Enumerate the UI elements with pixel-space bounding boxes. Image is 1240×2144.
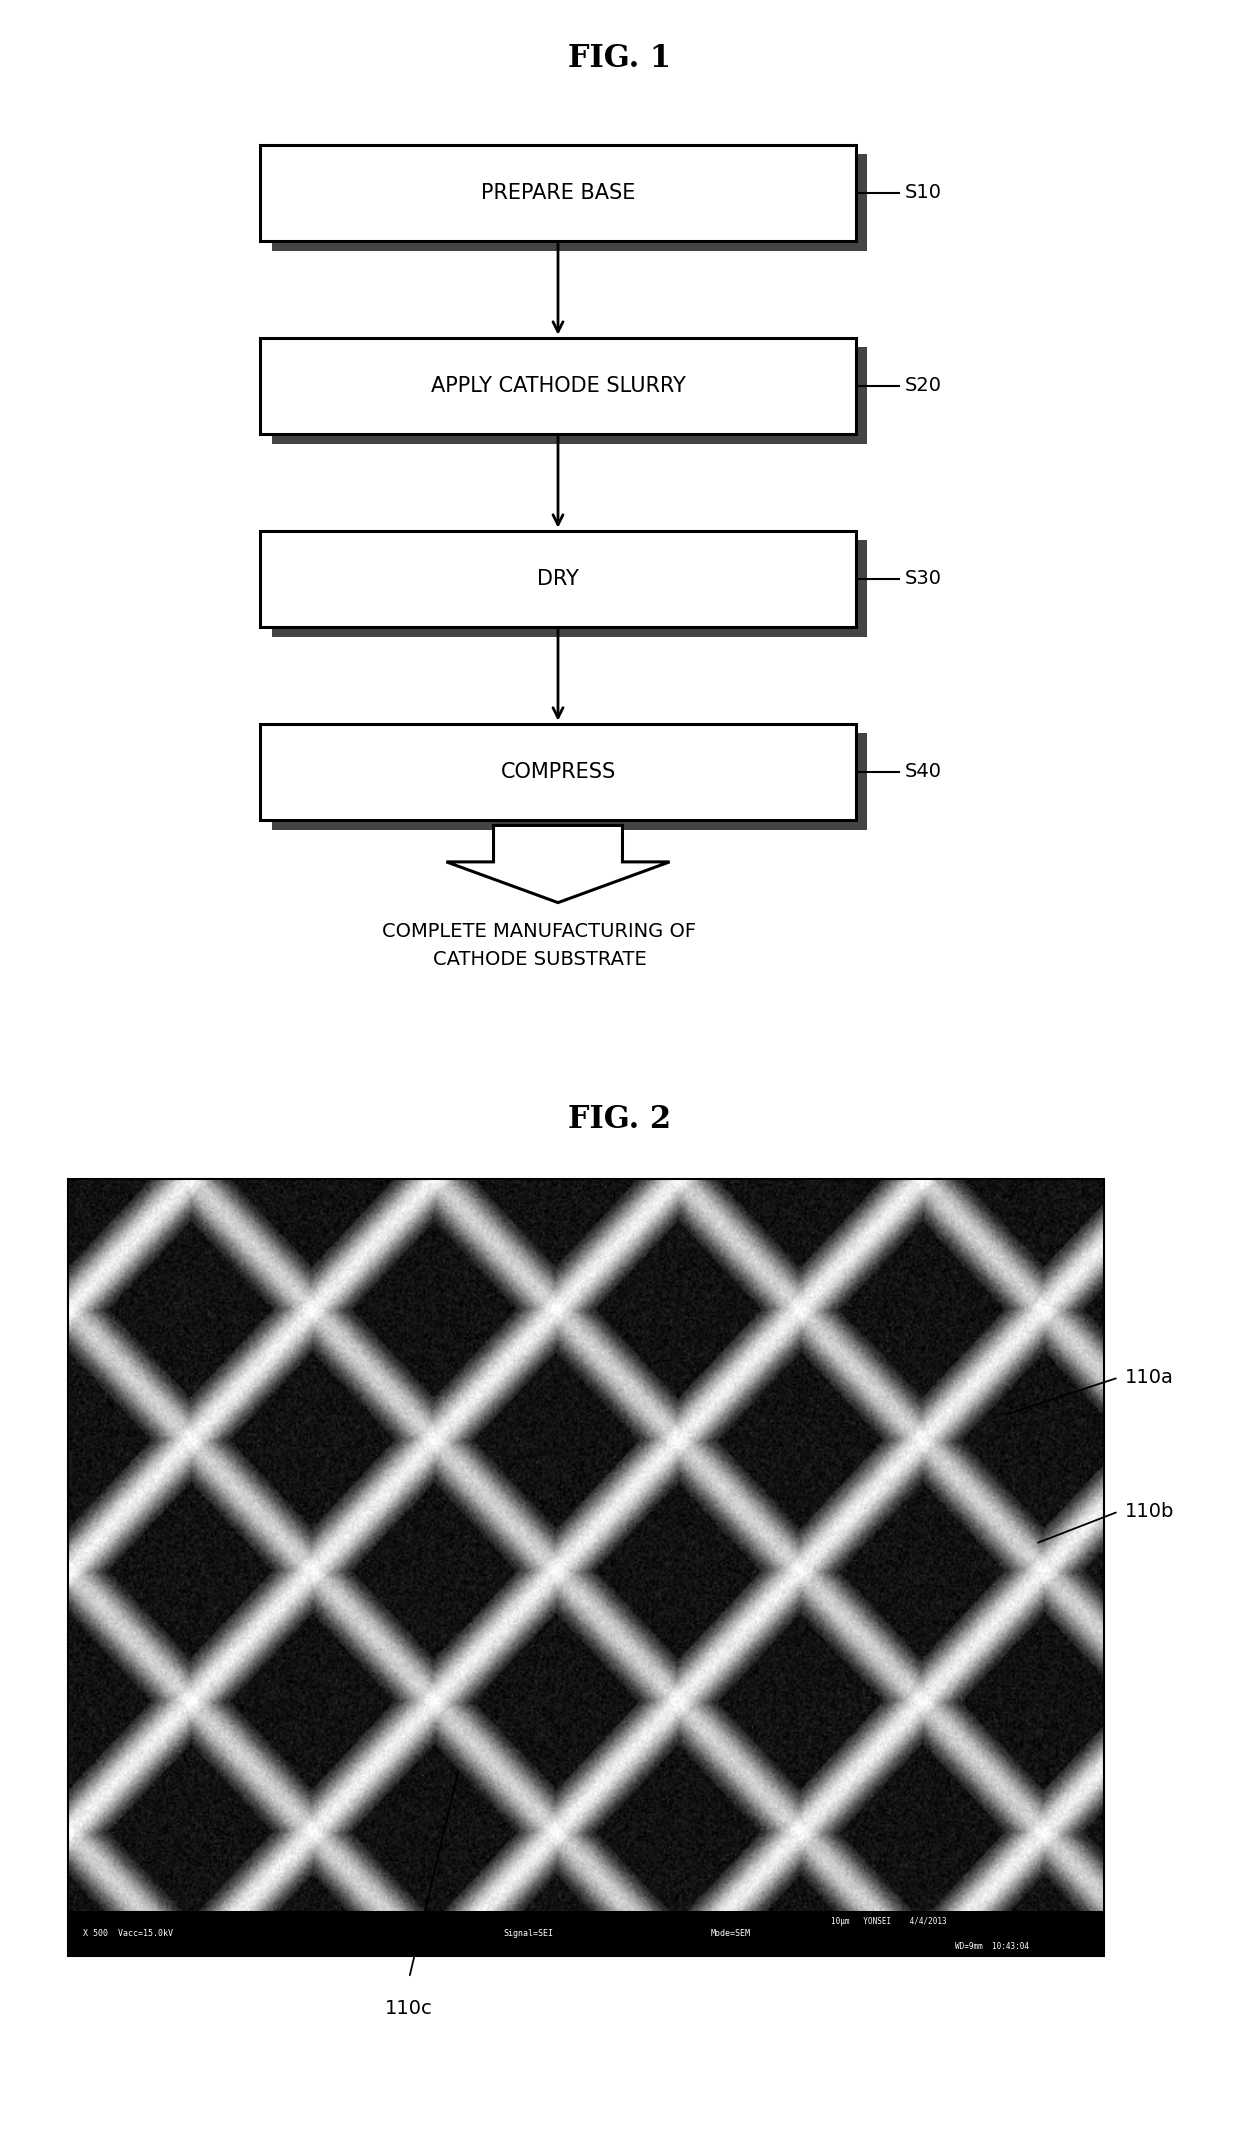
Text: S20: S20 [905, 377, 942, 394]
Text: 110a: 110a [1125, 1368, 1173, 1387]
Polygon shape [446, 825, 670, 903]
Bar [272, 540, 867, 637]
Text: Signal=SEI: Signal=SEI [503, 1930, 553, 1938]
Text: 110c: 110c [386, 1998, 433, 2018]
Bar [272, 733, 867, 830]
Text: 110b: 110b [1125, 1503, 1174, 1520]
Text: APPLY CATHODE SLURRY: APPLY CATHODE SLURRY [430, 375, 686, 397]
Text: COMPRESS: COMPRESS [501, 761, 615, 783]
Bar [260, 337, 856, 433]
Text: DRY: DRY [537, 568, 579, 590]
Bar [68, 1179, 1104, 1955]
Text: COMPLETE MANUFACTURING OF
CATHODE SUBSTRATE: COMPLETE MANUFACTURING OF CATHODE SUBSTR… [382, 922, 697, 969]
Text: WD=9mm  10:43:04: WD=9mm 10:43:04 [955, 1942, 1029, 1951]
Text: S40: S40 [905, 763, 942, 780]
Bar [272, 347, 867, 444]
Text: S30: S30 [905, 570, 942, 587]
Text: 10μm   YONSEI    4/4/2013: 10μm YONSEI 4/4/2013 [831, 1917, 946, 1925]
Text: FIG. 1: FIG. 1 [568, 43, 672, 73]
Text: PREPARE BASE: PREPARE BASE [481, 182, 635, 204]
Text: FIG. 2: FIG. 2 [568, 1104, 672, 1134]
Text: Mode=SEM: Mode=SEM [711, 1930, 750, 1938]
Bar [68, 1912, 1104, 1955]
Bar [272, 154, 867, 251]
Text: S10: S10 [905, 184, 942, 202]
Bar [260, 532, 856, 628]
Bar [260, 146, 856, 242]
Bar [260, 725, 856, 819]
Text: X 500  Vacc=15.0kV: X 500 Vacc=15.0kV [83, 1930, 174, 1938]
